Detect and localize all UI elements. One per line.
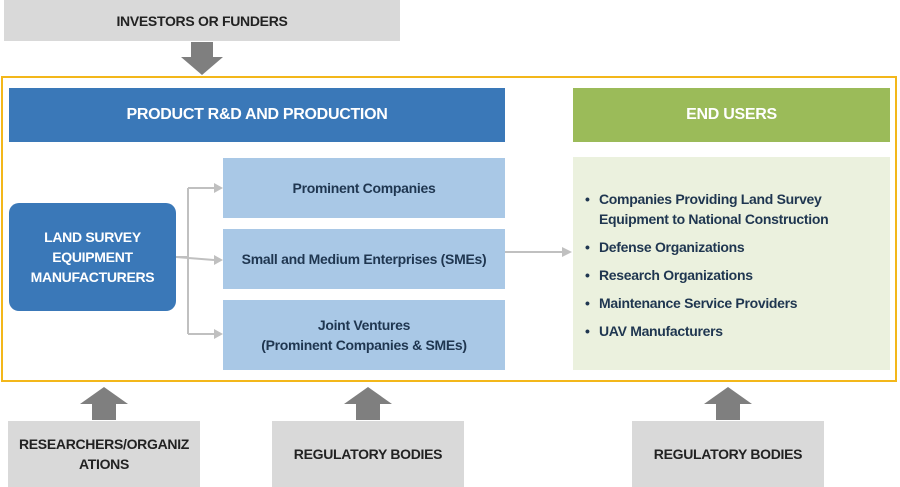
arrow-head-prominent-icon [214,183,223,193]
branch-lines [175,187,562,335]
value-chain-frame [1,76,897,382]
segment-prominent-companies: Prominent Companies [223,158,505,218]
arrow-head-endusers-icon [562,247,572,257]
end-user-item: UAV Manufacturers [585,321,882,341]
end-users-header: END USERS [573,88,890,142]
arrow-up-researchers-icon [80,387,128,420]
rnd-header: PRODUCT R&D AND PRODUCTION [9,88,505,142]
manufacturers-box: LAND SURVEY EQUIPMENT MANUFACTURERS [9,203,176,311]
end-users-list: Companies Providing Land Survey Equipmen… [573,157,890,370]
arrow-up-regulatory-1-icon [344,387,392,420]
regulatory-bodies-box-2: REGULATORY BODIES [632,421,824,487]
researchers-box: RESEARCHERS/ORGANIZ ATIONS [8,421,200,487]
arrow-head-sme-icon [214,255,223,265]
arrow-head-jv-icon [214,329,223,339]
regulatory-bodies-box-1: REGULATORY BODIES [272,421,464,487]
segment-smes: Small and Medium Enterprises (SMEs) [223,229,505,289]
segment-joint-ventures: Joint Ventures (Prominent Companies & SM… [223,300,505,370]
end-user-item: Maintenance Service Providers [585,293,882,313]
arrow-down-investors-icon [181,42,223,75]
investors-box: INVESTORS OR FUNDERS [4,0,400,41]
end-user-item: Companies Providing Land Survey Equipmen… [585,189,882,229]
end-user-item: Defense Organizations [585,237,882,257]
arrow-up-regulatory-2-icon [704,387,752,420]
end-user-item: Research Organizations [585,265,882,285]
